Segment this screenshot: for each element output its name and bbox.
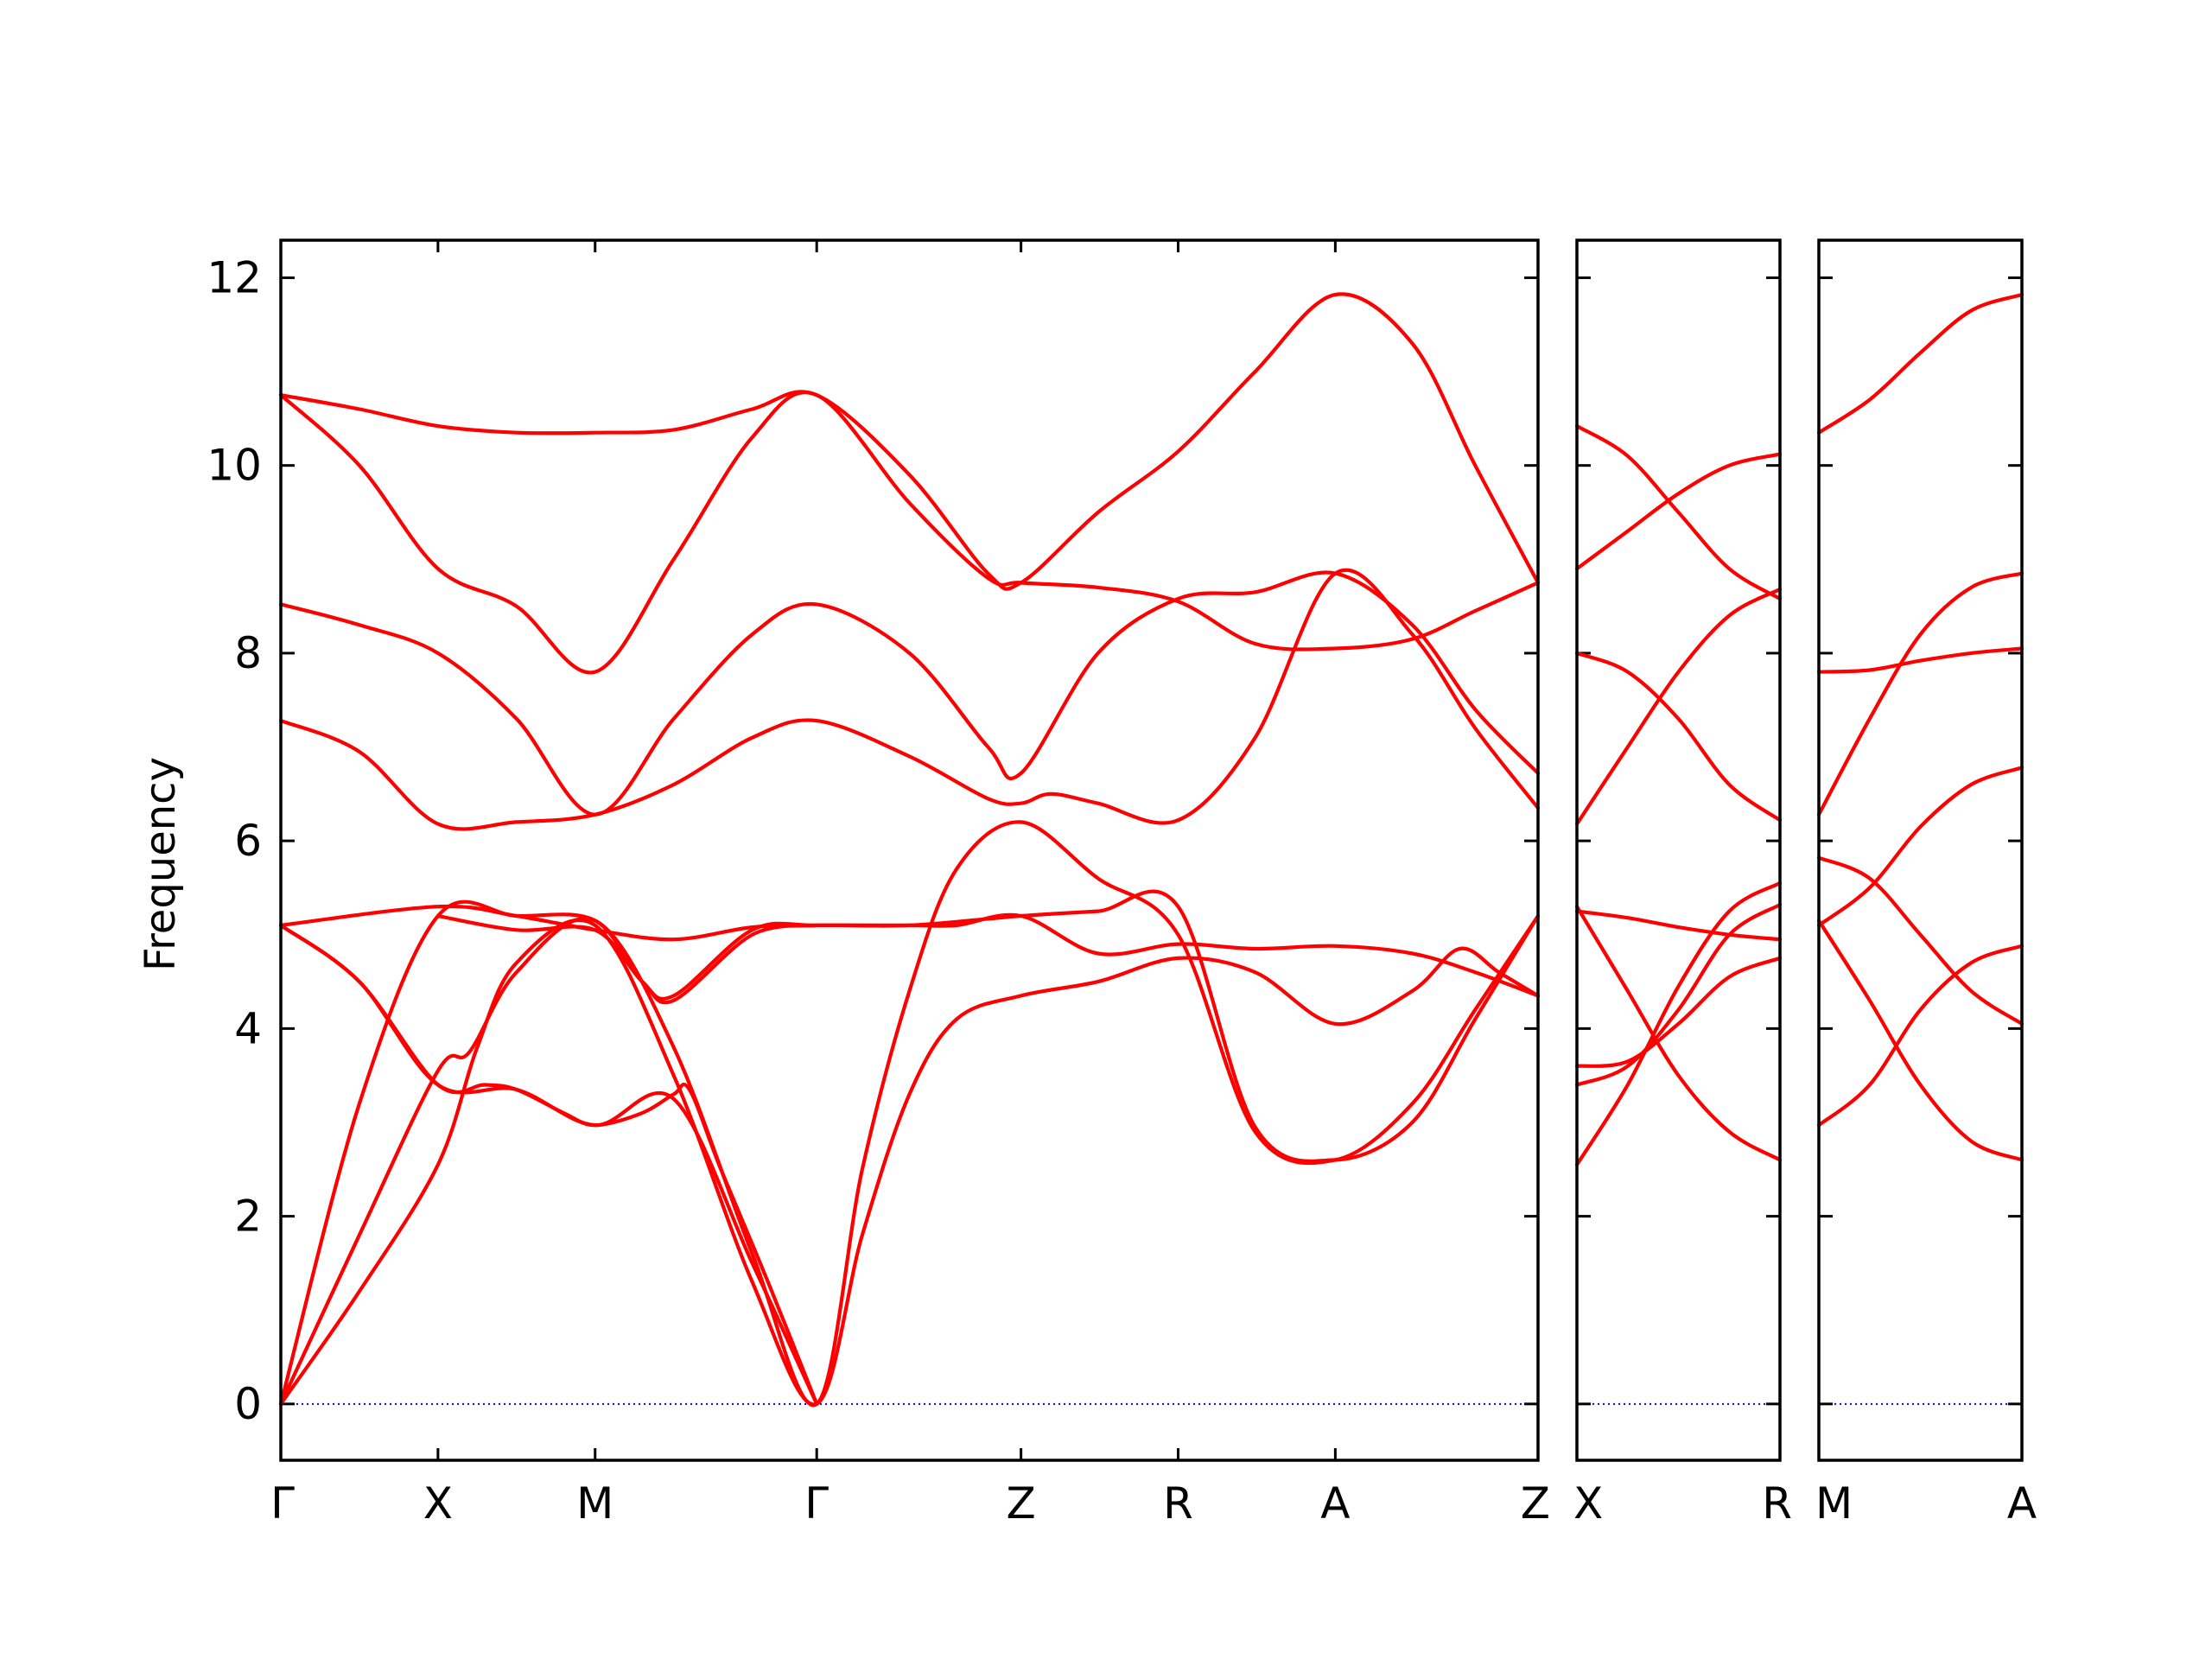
band-line [1574,909,1783,942]
x-tick-label: M [1815,1478,1853,1529]
band-line [1574,902,1783,1087]
x-tick-label: R [1163,1478,1193,1529]
band-line [435,913,819,1005]
band-line [278,923,819,1406]
band-line [1816,646,2024,674]
band-line [278,391,1541,675]
x-tick-label: A [2007,1478,2037,1529]
x-tick-label: X [1573,1478,1603,1529]
x-tick-label: X [423,1478,453,1529]
band-line [278,568,1541,831]
x-tick-label: Γ [804,1478,829,1529]
x-tick-label: R [1762,1478,1792,1529]
band-line [278,889,1541,1406]
panel-frame [279,238,1540,1462]
band-line [1574,880,1783,1166]
panel-p1: Γ X M Γ Z R A Z 0 2 4 6 8 10 12 [207,238,1550,1529]
band-line [1574,424,1783,601]
x-tick-label: Γ [270,1478,295,1529]
band-line [1816,855,2024,1026]
band-line [1574,905,1783,1162]
x-tick-label: A [1320,1478,1350,1529]
band-line [1574,587,1783,826]
band-line [278,904,1541,998]
band-line [278,292,1541,591]
band-line [1816,292,2024,435]
band-line [1816,571,2024,817]
band-line [278,570,1541,817]
panel-frame [1817,238,2024,1462]
band-line [1574,956,1783,1068]
band-line [278,918,1541,1407]
band-line [1816,918,2024,1162]
band-line [1574,651,1783,823]
y-tick-label: 12 [207,252,262,302]
y-tick-label: 6 [234,816,262,866]
x-tick-label: Z [1521,1478,1550,1529]
band-line [1816,944,2024,1128]
band-line [278,923,819,1406]
y-tick-label: 8 [234,628,262,678]
x-tick-label: M [576,1478,613,1529]
x-tick-label: Z [1006,1478,1035,1529]
panel-frame [1575,238,1782,1462]
band-line [1816,766,2024,927]
y-axis-label: Frequency [137,757,185,971]
y-tick-label: 10 [207,441,262,491]
y-tick-label: 2 [234,1192,262,1242]
band-line [1574,452,1783,571]
y-tick-label: 0 [234,1379,262,1429]
band-line [278,820,1541,1408]
y-tick-label: 4 [234,1003,262,1053]
